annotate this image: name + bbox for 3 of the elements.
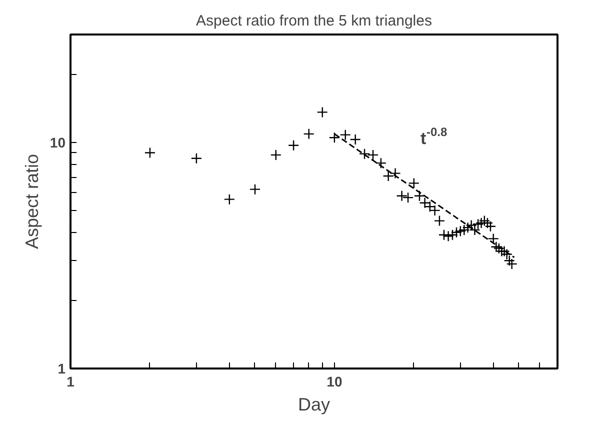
x-axis-title: Day xyxy=(298,394,330,414)
chart-title: Aspect ratio from the 5 km triangles xyxy=(196,12,432,30)
y-axis-title: Aspect ratio xyxy=(22,154,42,250)
